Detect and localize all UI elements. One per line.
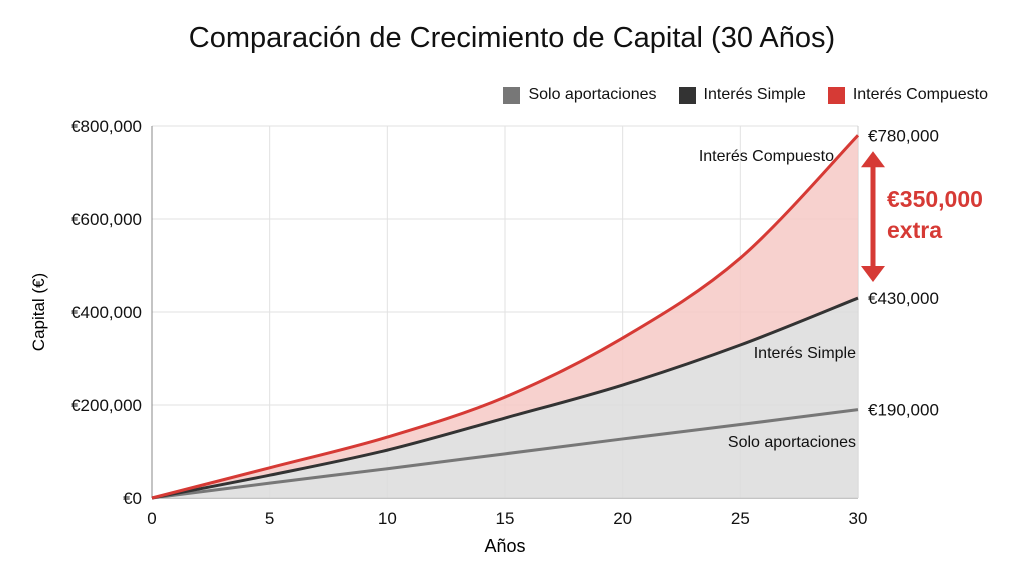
line-interes-simple xyxy=(151,296,859,500)
y-axis-label: Capital (€) xyxy=(29,273,48,351)
legend-swatch xyxy=(503,86,521,104)
legend-label: Solo aportaciones xyxy=(528,86,657,103)
legend-label: Interés Compuesto xyxy=(852,86,988,103)
legend-item-solo: Solo aportaciones xyxy=(503,86,657,104)
arrow-down-icon xyxy=(861,266,885,283)
series-label: Interés Compuesto xyxy=(699,148,834,165)
x-tick-label: 25 xyxy=(731,509,750,528)
y-tick-label: €600,000 xyxy=(71,210,142,229)
end-value-label: €780,000 xyxy=(868,126,939,145)
legend: Solo aportaciones Interés Simple Interés… xyxy=(503,86,988,104)
x-tick-label: 0 xyxy=(147,509,156,528)
y-tick-label: €400,000 xyxy=(71,303,142,322)
x-tick-label: 20 xyxy=(613,509,632,528)
x-tick-label: 15 xyxy=(496,509,515,528)
end-value-label: €430,000 xyxy=(868,289,939,308)
legend-swatch xyxy=(827,86,845,104)
legend-item-compound: Interés Compuesto xyxy=(827,86,988,104)
chart-title: Comparación de Crecimiento de Capital (3… xyxy=(188,22,836,54)
y-tick-label: €800,000 xyxy=(71,117,142,136)
x-tick-label: 5 xyxy=(265,509,274,528)
area-simple xyxy=(152,298,858,498)
area-compound xyxy=(152,135,858,499)
line-interes-compuesto xyxy=(151,134,860,500)
legend-swatch xyxy=(678,86,696,104)
y-tick-label: €200,000 xyxy=(71,396,142,415)
y-tick-label: €0 xyxy=(123,489,142,508)
arrow-up-icon xyxy=(861,151,885,168)
annotation-extra: extra xyxy=(887,217,942,243)
x-tick-label: 30 xyxy=(849,509,868,528)
legend-item-simple: Interés Simple xyxy=(678,86,806,104)
annotation-amount: €350,000 xyxy=(887,186,983,212)
series-label: Solo aportaciones xyxy=(728,434,856,451)
x-tick-label: 10 xyxy=(378,509,397,528)
line-solo-aportaciones xyxy=(151,408,859,500)
x-axis-label: Años xyxy=(484,536,525,556)
legend-label: Interés Simple xyxy=(703,86,806,103)
series-label: Interés Simple xyxy=(754,345,856,362)
end-value-label: €190,000 xyxy=(868,401,939,420)
